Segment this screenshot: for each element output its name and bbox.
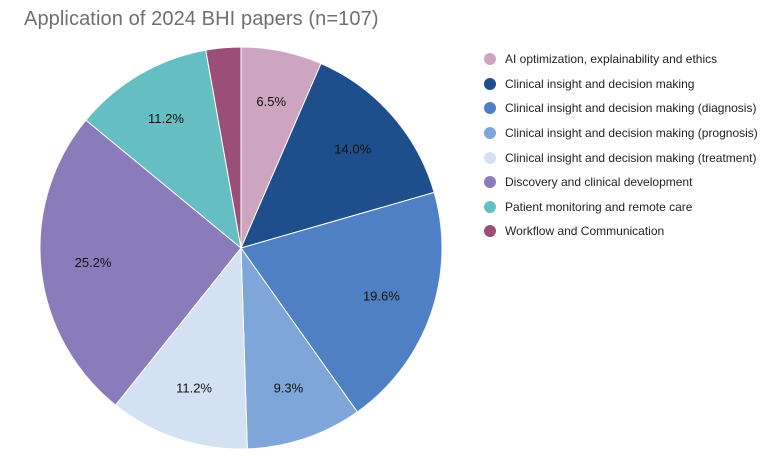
legend-swatch — [484, 176, 496, 189]
legend: AI optimization, explainability and ethi… — [484, 47, 758, 244]
slice-label-1: 6.5% — [256, 94, 286, 109]
pie-slice-7 — [85, 49, 242, 250]
legend-swatch — [484, 151, 496, 164]
legend-swatch — [484, 200, 496, 213]
legend-label: Clinical insight and decision making (di… — [505, 101, 757, 116]
legend-item-6: Discovery and clinical development — [484, 170, 758, 195]
slice-label-4: 9.3% — [274, 380, 304, 395]
legend-item-3: Clinical insight and decision making (di… — [484, 96, 758, 121]
legend-item-2: Clinical insight and decision making — [484, 72, 758, 97]
legend-item-5: Clinical insight and decision making (tr… — [484, 145, 758, 170]
legend-swatch — [484, 102, 496, 115]
legend-label: Clinical insight and decision making (pr… — [505, 126, 758, 141]
legend-label: Clinical insight and decision making — [505, 76, 695, 91]
legend-item-1: AI optimization, explainability and ethi… — [484, 47, 758, 72]
pie-slice-5 — [114, 246, 248, 450]
legend-label: Patient monitoring and remote care — [505, 199, 693, 214]
chart-title: Application of 2024 BHI papers (n=107) — [24, 8, 379, 30]
pie-slice-2 — [240, 62, 435, 249]
slice-label-2: 14.0% — [334, 141, 371, 156]
pie-slice-3 — [240, 191, 443, 413]
legend-item-4: Clinical insight and decision making (pr… — [484, 121, 758, 146]
slice-label-7: 11.2% — [148, 111, 184, 126]
pie-slice-6 — [39, 119, 242, 406]
legend-label: Discovery and clinical development — [505, 175, 693, 190]
pie-slice-4 — [240, 246, 358, 450]
legend-swatch — [484, 53, 496, 66]
legend-item-7: Patient monitoring and remote care — [484, 195, 758, 220]
slice-label-5: 11.2% — [176, 381, 212, 396]
slice-label-6: 25.2% — [75, 255, 112, 270]
slice-label-3: 19.6% — [363, 289, 400, 304]
legend-swatch — [484, 127, 496, 140]
legend-label: Workflow and Communication — [505, 224, 665, 239]
legend-item-8: Workflow and Communication — [484, 219, 758, 244]
legend-label: AI optimization, explainability and ethi… — [505, 52, 718, 67]
legend-label: Clinical insight and decision making (tr… — [505, 150, 757, 165]
pie-slice-8 — [205, 46, 242, 249]
legend-swatch — [484, 77, 496, 90]
legend-swatch — [484, 225, 496, 238]
pie-chart: 6.5% 14.0% 19.6% 9.3% 11.2% 25.2% 11.2% — [39, 46, 443, 450]
